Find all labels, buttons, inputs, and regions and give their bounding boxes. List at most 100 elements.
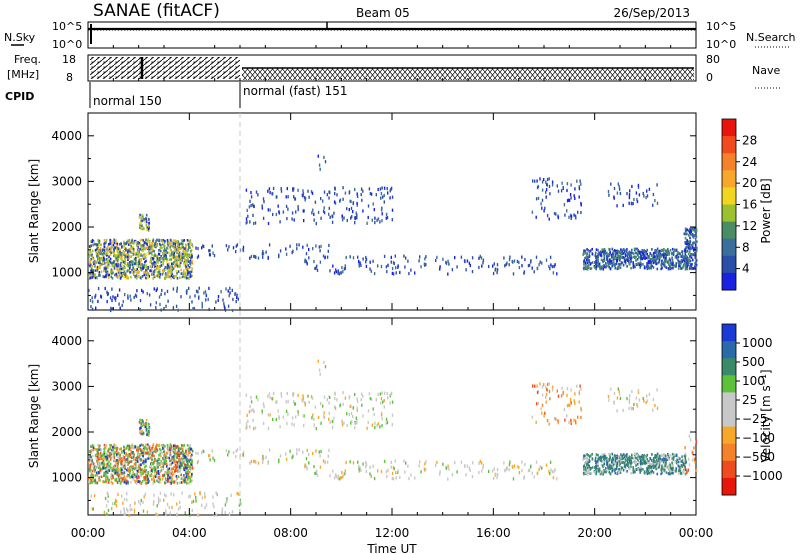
echo-pixel [683,464,686,468]
echo-pixel [395,266,397,270]
echo-pixel [632,202,634,206]
echo-pixel [338,272,341,276]
echo-pixel [180,473,182,477]
echo-pixel [145,246,147,250]
echo-pixel [630,201,633,205]
echo-pixel [116,453,118,456]
echo-pixel [124,274,126,278]
echo-pixel [118,469,121,472]
echo-pixel [586,268,589,271]
echo-pixel [315,449,317,453]
y-tick-label: 1000 [51,266,82,280]
echo-pixel [691,263,693,266]
echo-pixel [169,271,171,275]
echo-pixel [110,268,113,271]
echo-pixel [594,456,597,460]
echo-pixel [302,245,304,249]
echo-pixel [128,247,131,251]
echo-pixel [141,451,143,455]
echo-pixel [549,267,551,271]
date-title: 26/Sep/2013 [613,6,690,20]
echo-pixel [145,425,148,429]
echo-pixel [248,410,251,414]
echo-pixel [195,451,197,455]
echo-pixel [594,466,596,469]
echo-pixel [657,462,659,465]
echo-pixel [591,457,594,461]
echo-pixel [395,271,397,275]
echo-pixel [524,463,526,467]
echo-pixel [108,273,110,277]
echo-pixel [242,245,245,249]
echo-pixel [142,239,145,242]
echo-pixel [660,263,662,267]
echo-pixel [128,256,130,260]
echo-pixel [267,426,270,431]
echo-pixel [175,466,177,470]
echo-pixel [285,409,288,413]
echo-pixel [96,448,98,451]
echo-pixel [685,263,687,267]
echo-pixel [198,296,200,300]
echo-pixel [182,270,185,273]
echo-pixel [158,443,160,447]
echo-pixel [695,264,697,268]
echo-pixel [616,464,618,467]
echo-pixel [129,446,132,450]
echo-pixel [584,461,586,465]
echo-pixel [190,260,193,263]
echo-pixel [138,250,140,254]
echo-pixel [124,272,127,275]
echo-pixel [478,461,480,465]
echo-pixel [175,259,178,262]
echo-pixel [146,433,148,436]
echo-pixel [609,465,612,469]
echo-pixel [405,461,407,465]
echo-pixel [623,256,626,260]
echo-pixel [164,240,166,243]
echo-pixel [148,275,151,278]
echo-pixel [172,480,174,484]
echo-pixel [319,465,322,469]
echo-pixel [313,260,315,264]
echo-pixel [382,195,384,199]
echo-pixel [296,448,298,452]
echo-pixel [138,480,141,483]
echo-pixel [125,482,127,485]
echo-pixel [482,261,484,265]
echo-pixel [157,264,160,268]
echo-pixel [535,197,538,201]
echo-pixel [608,247,610,251]
echo-pixel [175,274,177,278]
echo-pixel [320,421,322,425]
echo-pixel [158,270,161,274]
echo-pixel [150,473,153,476]
echo-pixel [100,249,102,253]
echo-pixel [268,392,271,396]
echo-pixel [98,457,100,461]
echo-pixel [688,258,691,261]
echo-pixel [116,254,118,257]
echo-pixel [136,460,139,463]
echo-pixel [351,215,353,219]
echo-pixel [671,461,673,465]
echo-pixel [147,451,150,454]
echo-pixel [123,242,125,246]
echo-pixel [139,471,142,475]
echo-pixel [122,465,125,469]
echo-pixel [97,257,99,261]
echo-pixel [151,478,153,481]
echo-pixel [165,454,167,458]
echo-pixel [548,264,550,269]
echo-pixel [160,449,162,452]
echo-pixel [149,243,151,247]
echo-pixel [185,448,187,451]
echo-pixel [664,252,667,256]
echo-pixel [381,417,383,421]
echo-pixel [362,189,364,193]
echo-pixel [129,460,131,464]
echo-pixel [146,269,148,272]
echo-pixel [187,448,190,451]
echo-pixel [656,472,659,476]
echo-pixel [601,248,604,251]
